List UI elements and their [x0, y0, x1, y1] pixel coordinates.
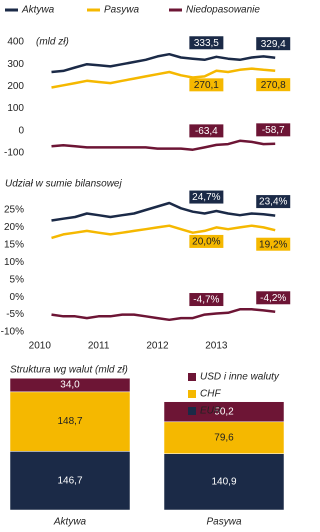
bar-segment [163, 421, 285, 454]
value-label-box [256, 195, 291, 209]
value-label: 23,4% [259, 197, 287, 208]
bar-value-label: 50,2 [214, 406, 234, 417]
y-tick-label: 20% [4, 222, 24, 233]
y-tick-label: 100 [7, 103, 24, 114]
series-line [51, 52, 276, 74]
y-tick-label: -5% [6, 309, 24, 320]
y-tick-label: 300 [7, 59, 24, 70]
value-label-box [256, 291, 291, 305]
bar-segment [163, 401, 285, 423]
y-tick-label: 5% [10, 274, 25, 285]
x-tick-label: 2010 [29, 341, 52, 352]
bar-value-label: 148,7 [57, 416, 82, 427]
value-label: 20,0% [192, 237, 220, 248]
series-line [51, 67, 276, 89]
value-label-box [189, 124, 224, 138]
legend-swatch [188, 407, 196, 415]
bar-value-label: 140,9 [211, 476, 236, 487]
value-label-box [189, 234, 224, 248]
legend-swatch [188, 373, 196, 381]
legend-label: Pasywa [104, 5, 139, 16]
y-tick-label: 0 [18, 125, 24, 136]
value-label: 24,7% [192, 192, 220, 203]
y-tick-label: 15% [4, 239, 24, 250]
bar-segment [9, 451, 131, 511]
value-label: 329,4 [261, 39, 286, 50]
y-tick-label: 400 [7, 37, 24, 48]
series-line [51, 139, 276, 151]
series-line [51, 308, 276, 322]
series-line [51, 201, 276, 222]
value-label-box [189, 190, 224, 204]
value-label-box [189, 78, 224, 92]
x-tick-label: 2012 [146, 341, 169, 352]
value-label-box [189, 36, 224, 50]
legend-label: CHF [200, 389, 221, 400]
y-tick-label: -100 [4, 148, 24, 159]
chart: (mld zł) -100 0 100 200 300 400 Aktywa Pasywa Nie… [1, 5, 291, 528]
y-tick-label: 10% [4, 257, 24, 268]
value-label: 333,5 [194, 38, 219, 49]
chart-title: Udział w sumie bilansowej [5, 179, 122, 190]
legend-label: USD i inne waluty [200, 372, 280, 383]
y-tick-label: 200 [7, 81, 24, 92]
legend-label: EUR [200, 406, 221, 417]
value-label-box [256, 123, 291, 137]
category-label: Pasywa [206, 517, 241, 528]
bar-value-label: 34,0 [60, 380, 80, 391]
bar-segment [9, 391, 131, 452]
x-tick-label: 2013 [205, 341, 228, 352]
bar-segment [163, 453, 285, 511]
value-label: 270,8 [261, 80, 286, 91]
value-label: -63,4 [195, 126, 218, 137]
series-line [51, 224, 276, 240]
value-label: -4,7% [193, 295, 219, 306]
value-label: -58,7 [262, 125, 285, 136]
y-axis-label: (mld zł) [36, 37, 69, 48]
value-label: 19,2% [259, 239, 287, 250]
y-tick-label: -10% [1, 327, 24, 338]
category-label: Aktywa [53, 517, 87, 528]
value-label-box [256, 237, 291, 251]
bar-value-label: 79,6 [214, 432, 234, 443]
value-label-box [189, 293, 224, 307]
legend-label: Aktywa [21, 5, 55, 16]
bar-segment [9, 377, 131, 393]
bar-value-label: 146,7 [57, 475, 82, 486]
chart-title: Struktura wg walut (mld zł) [10, 365, 128, 376]
y-tick-label: 0% [10, 292, 25, 303]
value-label-box [256, 37, 291, 51]
value-label-box [256, 78, 291, 92]
legend-label: Niedopasowanie [186, 5, 260, 16]
x-tick-label: 2011 [88, 341, 110, 352]
value-label: 270,1 [194, 80, 219, 91]
legend-swatch [188, 390, 196, 398]
value-label: -4,2% [260, 293, 286, 304]
y-tick-label: 25% [4, 205, 24, 216]
